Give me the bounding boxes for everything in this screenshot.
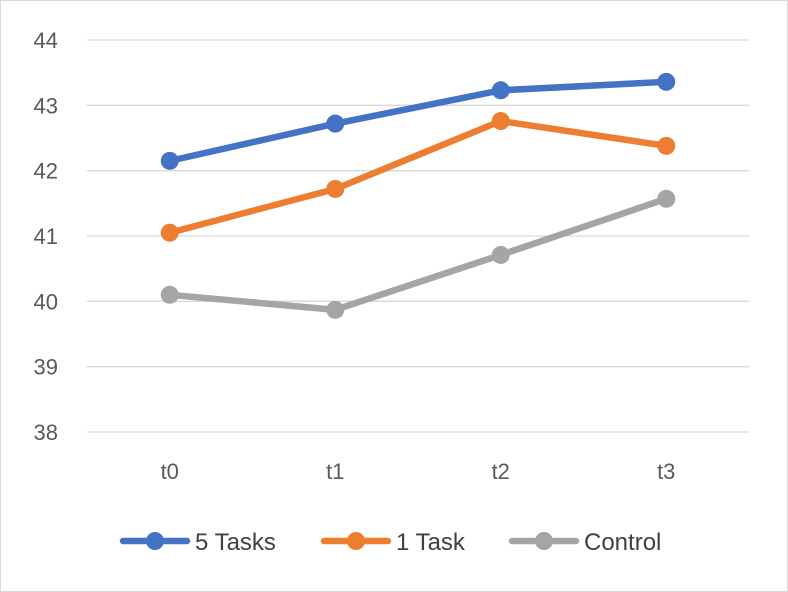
legend-swatch-marker bbox=[347, 532, 365, 550]
legend-label: 5 Tasks bbox=[195, 529, 276, 556]
y-tick-label: 38 bbox=[34, 420, 58, 445]
series-5-tasks bbox=[160, 72, 676, 170]
data-point bbox=[657, 136, 676, 155]
legend: 5 Tasks 1 Task Control bbox=[119, 529, 661, 556]
series-1-task bbox=[160, 112, 676, 242]
data-point bbox=[160, 223, 179, 242]
y-tick-label: 39 bbox=[34, 355, 58, 380]
data-point bbox=[491, 245, 510, 264]
legend-label: 1 Task bbox=[396, 529, 466, 556]
legend-swatch-marker bbox=[535, 532, 553, 550]
series-lines bbox=[160, 72, 676, 319]
legend-swatch-marker bbox=[146, 532, 164, 550]
data-point bbox=[326, 300, 345, 319]
data-point bbox=[491, 112, 510, 131]
data-point bbox=[657, 189, 676, 208]
legend-item: Control bbox=[508, 529, 661, 556]
data-point bbox=[491, 81, 510, 100]
x-axis: t0 t1 t2 t3 bbox=[161, 459, 676, 484]
x-tick-label: t3 bbox=[657, 459, 675, 484]
data-point bbox=[160, 285, 179, 304]
x-tick-label: t2 bbox=[492, 459, 510, 484]
data-point bbox=[657, 72, 676, 91]
data-point bbox=[326, 179, 345, 198]
series-line bbox=[166, 195, 670, 314]
data-point bbox=[160, 151, 179, 170]
gridlines bbox=[87, 39, 749, 433]
y-axis: 38 39 40 41 42 43 44 bbox=[34, 28, 58, 445]
series-line bbox=[166, 78, 670, 165]
legend-label: Control bbox=[584, 529, 661, 556]
y-tick-label: 40 bbox=[34, 289, 58, 314]
series-line bbox=[166, 117, 670, 236]
legend-item: 5 Tasks bbox=[119, 529, 276, 556]
x-tick-label: t1 bbox=[326, 459, 344, 484]
y-tick-label: 41 bbox=[34, 224, 58, 249]
series-control bbox=[160, 189, 676, 319]
x-tick-label: t0 bbox=[161, 459, 179, 484]
y-tick-label: 44 bbox=[34, 28, 58, 53]
legend-item: 1 Task bbox=[320, 529, 466, 556]
data-point bbox=[326, 114, 345, 133]
y-tick-label: 43 bbox=[34, 93, 58, 118]
y-tick-label: 42 bbox=[34, 159, 58, 184]
